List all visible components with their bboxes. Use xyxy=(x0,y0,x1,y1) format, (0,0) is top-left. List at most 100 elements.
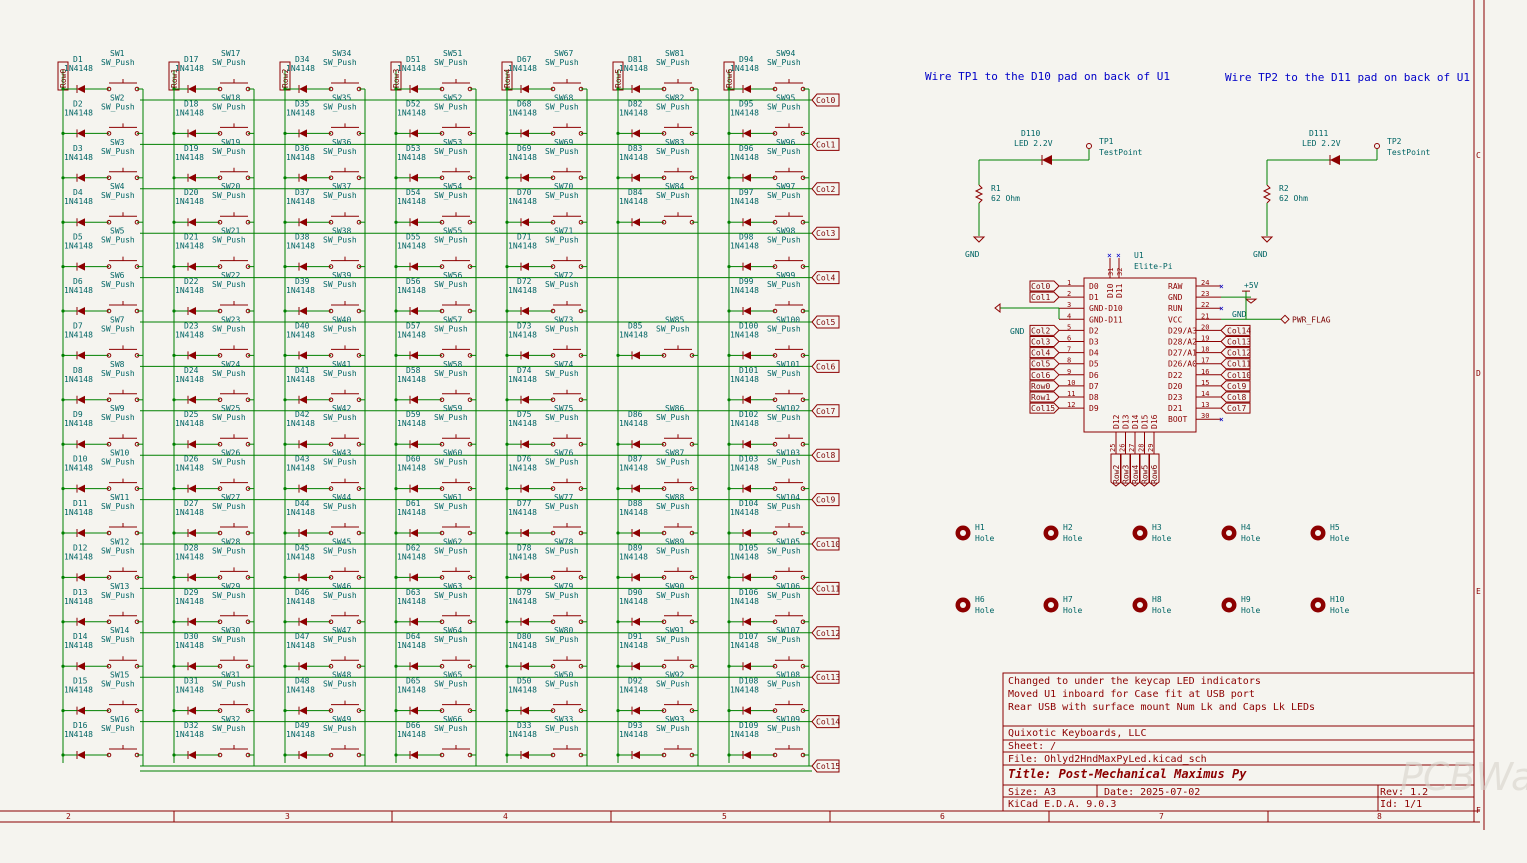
junction-dot xyxy=(283,220,287,224)
switch-value: SW_Push xyxy=(656,502,690,511)
diode-ref: D4 xyxy=(73,188,83,197)
pin-number: 7 xyxy=(1067,346,1071,354)
switch-contact xyxy=(328,441,334,447)
diode-ref: D30 xyxy=(184,632,199,641)
diode-ref: D72 xyxy=(517,277,532,286)
tb-title: Title: Post-Mechanical Maximus Py xyxy=(1008,767,1247,781)
switch-contact xyxy=(772,86,778,92)
mcu-pin-d5: 8 D5 Col5 xyxy=(1029,357,1099,370)
diode-value: 1N4148 xyxy=(397,641,426,650)
switch-ref: SW14 xyxy=(110,626,129,635)
junction-dot xyxy=(394,442,398,446)
switch-contact xyxy=(217,86,223,92)
diode-ref: D95 xyxy=(739,99,754,108)
net-label-text: Col15 xyxy=(1031,404,1055,413)
diode-value: 1N4148 xyxy=(508,508,537,517)
junction-dot xyxy=(283,620,287,624)
switch-value: SW_Push xyxy=(545,458,579,467)
pin-number: 24 xyxy=(1201,279,1209,287)
label-flag-shape xyxy=(811,359,840,373)
switch-ref: SW50 xyxy=(554,671,573,680)
diode-ref: D104 xyxy=(739,499,758,508)
diode-symbol xyxy=(188,440,196,449)
label-flag-shape xyxy=(811,404,840,418)
switch-ref: SW25 xyxy=(221,404,240,413)
switch-value: SW_Push xyxy=(434,236,468,245)
diode-ref: D39 xyxy=(295,277,310,286)
net-label-shape xyxy=(1120,453,1131,487)
diode-symbol xyxy=(743,173,751,182)
switch-value: SW_Push xyxy=(545,58,579,67)
switch-ref: SW43 xyxy=(332,449,351,458)
switch-value: SW_Push xyxy=(101,324,135,333)
diode-value: 1N4148 xyxy=(397,108,426,117)
switch-value: SW_Push xyxy=(434,680,468,689)
junction-dot xyxy=(394,398,398,402)
diode-symbol xyxy=(77,484,85,493)
pin-number: 30 xyxy=(1201,412,1209,420)
tb-size: Size: A3 xyxy=(1008,787,1056,798)
diode-symbol xyxy=(521,218,529,227)
switch-contact xyxy=(661,353,667,358)
switch-value: SW_Push xyxy=(434,546,468,555)
diode-value: 1N4148 xyxy=(619,464,648,473)
switch-ref: SW71 xyxy=(554,227,573,236)
diode-value: 1N4148 xyxy=(397,153,426,162)
mcu-pin-boot: 30 BOOT × xyxy=(1168,412,1224,424)
net-label-shape xyxy=(1148,453,1160,487)
diode-symbol xyxy=(632,706,640,715)
diode-ref: D50 xyxy=(517,677,532,686)
junction-dot xyxy=(394,309,398,313)
net-label-shape xyxy=(1029,391,1060,403)
diode-ref: D41 xyxy=(295,366,310,375)
hole-value: Hole xyxy=(1241,606,1260,615)
switch-contact xyxy=(217,397,223,403)
junction-dot xyxy=(61,220,65,224)
switch-contact xyxy=(106,752,112,758)
switch-value: SW_Push xyxy=(767,191,801,200)
no-connect: × xyxy=(1107,251,1112,260)
diode-symbol xyxy=(188,173,196,182)
junction-dot xyxy=(616,176,620,180)
switch-contact xyxy=(217,219,223,225)
switch-ref: SW6 xyxy=(110,271,125,280)
key-matrix: Col0 Col1 Col2 Col3 Col4 Col5 Col6 Col7 Col8 Col9… xyxy=(57,49,840,773)
switch-contact xyxy=(661,175,667,181)
diode-value: 1N4148 xyxy=(64,730,93,739)
diode-ref: D17 xyxy=(184,55,199,64)
no-connect: × xyxy=(1219,304,1224,313)
diode-value: 1N4148 xyxy=(619,552,648,561)
diode-symbol xyxy=(410,706,418,715)
diode-symbol xyxy=(77,173,85,182)
net-label-text: Col7 xyxy=(1227,404,1246,413)
junction-dot xyxy=(172,753,176,757)
diode-symbol xyxy=(632,129,640,138)
switch-ref: SW69 xyxy=(554,138,573,147)
hole-value: Hole xyxy=(1063,606,1082,615)
junction-dot xyxy=(505,753,509,757)
diode-value: 1N4148 xyxy=(730,153,759,162)
diode-value: 1N4148 xyxy=(730,730,759,739)
no-connect: × xyxy=(1219,415,1224,424)
diode-ref: D98 xyxy=(739,233,754,242)
junction-dot xyxy=(61,176,65,180)
switch-contact xyxy=(328,530,334,536)
tb-id: Id: 1/1 xyxy=(1380,799,1422,810)
resistor-ref: R1 xyxy=(991,184,1001,193)
switch-ref: SW24 xyxy=(221,360,240,369)
net-label-shape xyxy=(1029,369,1060,381)
switch-ref: SW2 xyxy=(110,93,125,102)
switch-value: SW_Push xyxy=(545,635,579,644)
switch-value: SW_Push xyxy=(545,413,579,422)
hole-value: Hole xyxy=(1152,606,1171,615)
pin-name: D27/A1 xyxy=(1168,349,1197,358)
diode-value: 1N4148 xyxy=(730,330,759,339)
mcu-pin-d11: 32 D11 × xyxy=(1115,251,1124,298)
mcu-pin-d26-a0: 17 D26/A0 Col11 xyxy=(1168,357,1251,370)
